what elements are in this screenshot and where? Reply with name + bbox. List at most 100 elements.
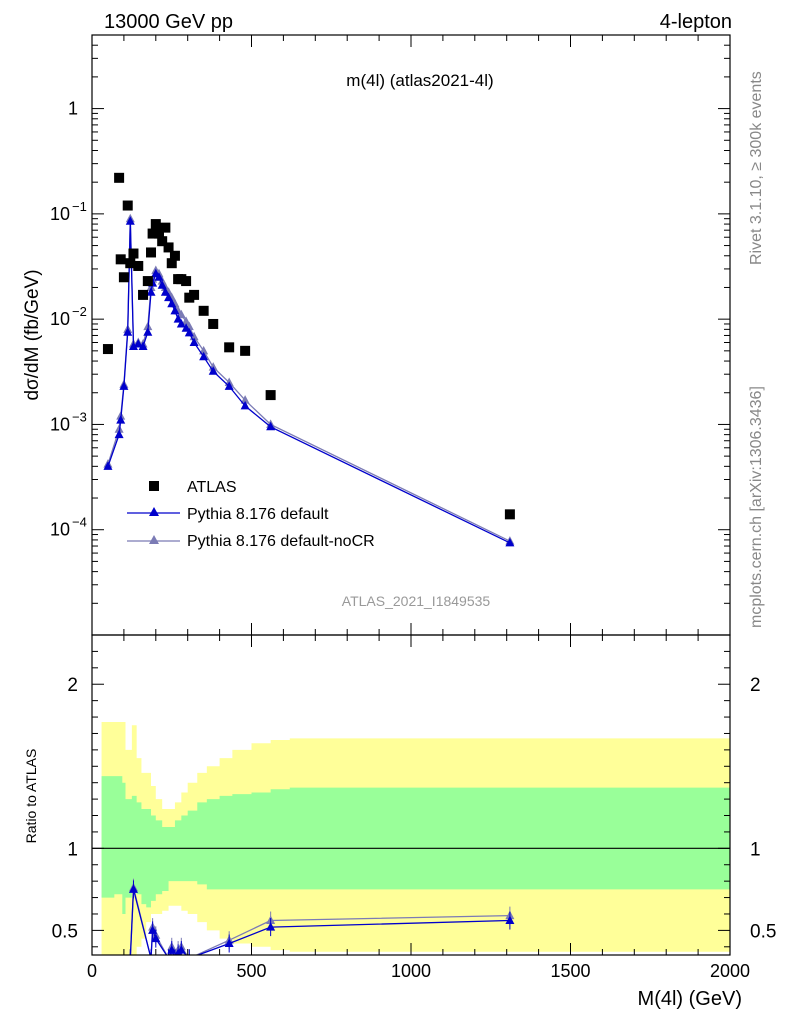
y-tick-label-exponent: −1 xyxy=(72,199,87,214)
x-tick-label: 0 xyxy=(87,961,97,981)
ratio-series-default xyxy=(128,880,515,955)
x-tick-label: 500 xyxy=(236,961,266,981)
main-y-axis-label: dσ/dM (fb/GeV) xyxy=(22,269,43,400)
data-point-atlas xyxy=(128,248,139,259)
data-point-atlas xyxy=(133,260,144,271)
data-point-default xyxy=(128,341,138,350)
data-point-default xyxy=(133,339,143,348)
ratio-point-default xyxy=(176,945,186,954)
data-point-atlas xyxy=(189,289,200,300)
collision-energy-label: 13000 GeV pp xyxy=(104,11,233,33)
data-point-default xyxy=(240,400,250,410)
data-point-default xyxy=(157,280,167,289)
data-point-atlas xyxy=(240,345,251,356)
x-tick-label: 2000 xyxy=(710,961,750,981)
main-plot-panel: m(4l) (atlas2021-4l) dσ/dM (fb/GeV) ATLA… xyxy=(22,34,731,636)
data-point-atlas xyxy=(122,200,133,211)
data-point-atlas xyxy=(163,242,174,253)
x-axis-label: M(4l) (GeV) xyxy=(638,988,742,1010)
data-point-default xyxy=(123,327,133,336)
data-point-default xyxy=(116,415,126,424)
ratio-point-default xyxy=(505,915,515,925)
legend-marker-default xyxy=(149,507,159,516)
data-point-atlas xyxy=(265,390,276,401)
data-point-atlas xyxy=(150,219,161,230)
ratio-y-tick-label: 0.5 xyxy=(52,921,78,942)
data-point-atlas xyxy=(118,272,129,283)
data-point-default xyxy=(173,314,183,323)
data-point-atlas xyxy=(157,236,168,247)
mcplots-source-label: mcplots.cern.ch [arXiv:1306.3436] xyxy=(748,386,765,628)
data-point-default xyxy=(167,298,177,308)
y-tick-label: 10 xyxy=(50,520,70,540)
ratio-y-tick-label-right: 1 xyxy=(750,839,761,860)
data-point-atlas xyxy=(142,276,153,287)
analysis-watermark: ATLAS_2021_I1849535 xyxy=(342,593,491,609)
data-point-default xyxy=(184,327,194,337)
data-point-default xyxy=(164,292,174,302)
data-point-default xyxy=(119,381,129,390)
data-point-default xyxy=(505,537,515,547)
data-point-default xyxy=(181,323,191,332)
data-point-default xyxy=(138,341,148,350)
ratio-point-default xyxy=(167,945,177,954)
y-tick-label-exponent: −4 xyxy=(72,515,87,530)
data-point-nocr xyxy=(181,316,191,325)
data-point-atlas xyxy=(181,276,192,287)
data-point-atlas xyxy=(169,250,180,261)
data-point-atlas xyxy=(115,254,126,265)
data-point-default xyxy=(143,327,153,336)
y-tick-label: 10 xyxy=(50,414,70,434)
data-point-default xyxy=(170,305,180,315)
y-tick-label-exponent: −2 xyxy=(72,304,87,319)
final-state-label: 4-lepton xyxy=(660,11,732,33)
ratio-point-default xyxy=(151,933,161,943)
data-point-default xyxy=(266,421,276,431)
series-line-default xyxy=(107,221,511,544)
x-tick-label: 1000 xyxy=(391,961,431,981)
ratio-plot-panel: Ratio to ATLAS M(4l) (GeV) 0.5 0.5 1 1 2 2 0 50… xyxy=(23,634,776,1010)
data-point-nocr xyxy=(114,424,124,433)
ratio-y-axis-label: Ratio to ATLAS xyxy=(23,749,39,844)
data-point-atlas xyxy=(208,318,219,329)
data-point-default xyxy=(114,429,124,439)
ratio-point-default xyxy=(128,884,138,893)
data-point-atlas xyxy=(102,344,113,355)
ratio-y-tick-label: 2 xyxy=(67,675,78,696)
data-point-nocr xyxy=(146,282,156,291)
legend-label-default: Pythia 8.176 default xyxy=(187,506,329,523)
data-point-default xyxy=(154,272,164,281)
ratio-y-tick-label-right: 0.5 xyxy=(750,921,776,942)
legend-marker-nocr xyxy=(149,535,159,544)
data-point-atlas xyxy=(198,305,209,316)
data-point-nocr xyxy=(199,345,209,355)
legend-marker-atlas xyxy=(149,481,159,491)
data-point-default xyxy=(189,337,199,347)
data-point-atlas xyxy=(125,258,136,269)
data-point-default xyxy=(208,366,218,375)
y-tick-label-exponent: −3 xyxy=(72,409,87,424)
data-point-atlas xyxy=(160,222,171,233)
data-point-default xyxy=(176,318,186,328)
plot-title: m(4l) (atlas2021-4l) xyxy=(346,71,493,90)
ratio-point-default xyxy=(266,922,276,931)
data-point-nocr xyxy=(240,395,250,404)
data-point-atlas xyxy=(114,172,125,183)
data-point-atlas xyxy=(224,342,235,353)
data-point-atlas xyxy=(153,228,164,239)
legend-label-atlas: ATLAS xyxy=(187,479,237,496)
y-tick-label: 10 xyxy=(50,204,70,224)
data-point-default xyxy=(160,287,170,296)
data-point-default xyxy=(103,461,113,470)
data-point-default xyxy=(125,216,135,225)
data-point-atlas xyxy=(166,258,177,269)
legend: ATLAS Pythia 8.176 default Pythia 8.176 … xyxy=(127,479,375,550)
ratio-y-tick-label: 1 xyxy=(67,839,78,860)
ratio-point-default xyxy=(224,938,234,948)
x-tick-label: 1500 xyxy=(550,961,590,981)
data-point-atlas xyxy=(504,509,515,520)
data-point-default xyxy=(146,287,156,296)
y-tick-label: 1 xyxy=(68,99,78,119)
rivet-version-label: Rivet 3.1.10, ≥ 300k events xyxy=(748,71,765,265)
